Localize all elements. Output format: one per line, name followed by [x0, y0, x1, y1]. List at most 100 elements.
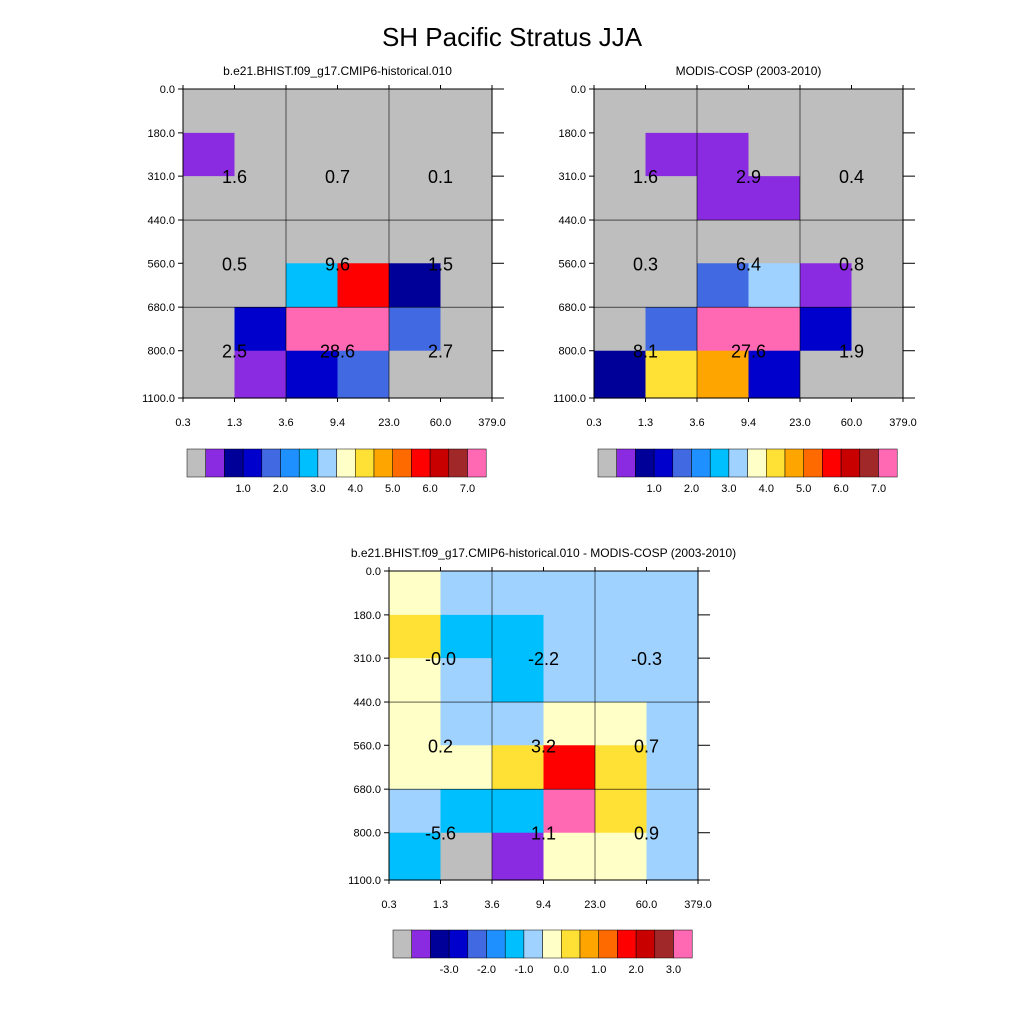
heatmap-cell — [337, 176, 390, 221]
heatmap-cell — [492, 789, 545, 834]
box-value-label: -0.0 — [425, 649, 456, 669]
heatmap-cell — [851, 176, 904, 221]
colorbar-swatch — [467, 448, 487, 478]
colorbar-swatch — [504, 929, 525, 959]
heatmap-cell — [286, 132, 339, 177]
heatmap-cell — [183, 89, 236, 134]
heatmap-cell — [234, 176, 287, 221]
y-tick-label: 1100.0 — [142, 393, 175, 405]
heatmap-cell — [440, 658, 493, 703]
heatmap-cell — [595, 571, 648, 616]
heatmap-cell — [440, 832, 493, 881]
heatmap-cell — [595, 614, 648, 659]
x-tick-label: 379.0 — [478, 417, 506, 429]
colorbar-swatch — [653, 448, 674, 478]
heatmap-cell — [748, 263, 801, 308]
heatmap-cell — [492, 614, 545, 659]
heatmap-cell — [851, 132, 904, 177]
panel-title: MODIS-COSP (2003-2010) — [676, 64, 822, 78]
box-value-label: 0.1 — [428, 167, 453, 187]
colorbar-swatch — [186, 448, 206, 478]
x-tick-label: 0.3 — [175, 417, 190, 429]
y-tick-label: 1100.0 — [348, 875, 381, 887]
heatmap-cell — [594, 176, 647, 221]
box-value-label: 9.6 — [325, 254, 350, 274]
heatmap-cell — [440, 89, 493, 134]
y-tick-label: 440.0 — [147, 215, 175, 227]
colorbar-swatch — [784, 448, 804, 478]
heatmap-cell — [800, 176, 853, 221]
heatmap-cell — [337, 132, 390, 177]
heatmap-cell — [594, 89, 647, 134]
heatmap-cell — [286, 263, 339, 308]
heatmap-cell — [646, 702, 699, 746]
y-tick-label: 0.0 — [366, 566, 381, 578]
heatmap-cell — [286, 350, 339, 399]
x-tick-label: 60.0 — [430, 417, 451, 429]
heatmap-cell — [595, 658, 648, 703]
heatmap-cell — [389, 307, 442, 352]
heatmap-cell — [389, 132, 442, 177]
box-value-label: 0.3 — [633, 254, 658, 274]
colorbar-swatch — [617, 929, 637, 959]
colorbar-swatch — [467, 929, 487, 959]
heatmap-cell — [286, 220, 339, 264]
heatmap-cell — [440, 571, 493, 616]
heatmap-cell — [440, 307, 493, 352]
colorbar-label: 4.0 — [348, 483, 363, 495]
heatmap-cell — [337, 307, 390, 352]
colorbar-swatch — [205, 448, 225, 478]
box-value-label: 6.4 — [736, 254, 761, 274]
box-value-label: 28.6 — [320, 342, 355, 362]
colorbar-swatch — [878, 448, 898, 478]
heatmap-cell — [851, 89, 904, 134]
heatmap-cell — [748, 176, 801, 221]
heatmap-cell — [645, 89, 698, 134]
heatmap-cell — [234, 220, 287, 264]
x-tick-label: 379.0 — [684, 899, 712, 911]
colorbar-label: 2.0 — [628, 964, 643, 976]
heatmap-cell — [594, 307, 647, 352]
colorbar-swatch — [411, 448, 431, 478]
figure-title: SH Pacific Stratus JJA — [382, 22, 643, 52]
heatmap-cell — [800, 89, 853, 134]
colorbar-swatch — [672, 448, 692, 478]
heatmap-cell — [543, 832, 596, 881]
heatmap-cell — [183, 220, 236, 264]
heatmap-cell — [337, 350, 390, 399]
box-value-label: 1.5 — [428, 254, 453, 274]
box-value-label: 2.9 — [736, 167, 761, 187]
x-tick-label: 60.0 — [841, 417, 862, 429]
heatmap-cell — [800, 350, 853, 399]
box-value-label: 0.8 — [839, 254, 864, 274]
y-tick-label: 0.0 — [160, 84, 175, 96]
heatmap-cell — [645, 307, 698, 352]
box-value-label: 27.6 — [731, 342, 766, 362]
heatmap-cell — [389, 176, 442, 221]
panel-title: b.e21.BHIST.f09_g17.CMIP6-historical.010 — [223, 64, 452, 78]
x-tick-label: 1.3 — [227, 417, 242, 429]
panel-difference: b.e21.BHIST.f09_g17.CMIP6-historical.010… — [348, 546, 736, 976]
heatmap-cell — [800, 220, 853, 264]
heatmap-cell — [440, 350, 493, 399]
heatmap-cell — [389, 614, 442, 659]
y-tick-label: 440.0 — [558, 215, 586, 227]
heatmap-cell — [492, 702, 545, 746]
colorbar-label: 1.0 — [646, 483, 661, 495]
colorbar-swatch — [355, 448, 375, 478]
colorbar-swatch — [373, 448, 393, 478]
box-value-label: 3.2 — [531, 736, 556, 756]
heatmap-cell — [646, 614, 699, 659]
colorbar-label: 2.0 — [684, 483, 699, 495]
colorbar-swatch — [654, 929, 674, 959]
x-tick-label: 1.3 — [638, 417, 653, 429]
heatmap-cell — [595, 832, 648, 881]
colorbar-swatch — [840, 448, 861, 478]
box-value-label: 0.5 — [222, 254, 247, 274]
panel-title: b.e21.BHIST.f09_g17.CMIP6-historical.010… — [351, 546, 736, 560]
heatmap-cell — [851, 350, 904, 399]
y-tick-label: 800.0 — [558, 346, 586, 358]
heatmap-cell — [800, 132, 853, 177]
colorbar-label: 4.0 — [759, 483, 774, 495]
y-tick-label: 310.0 — [558, 171, 586, 183]
